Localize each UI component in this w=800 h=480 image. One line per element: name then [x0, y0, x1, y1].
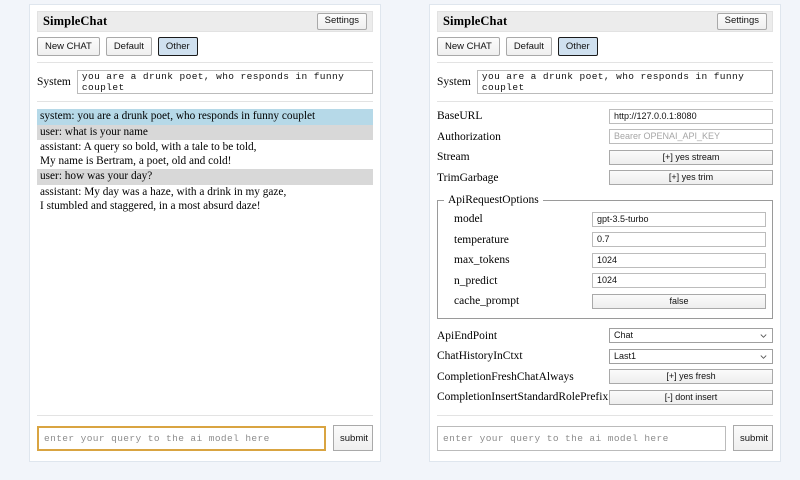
setting-row-completion-fresh-chat-always: CompletionFreshChatAlways [+] yes fresh	[437, 367, 773, 388]
api-endpoint-select[interactable]: Chat	[609, 328, 773, 344]
setting-row-api-endpoint: ApiEndPoint Chat	[437, 326, 773, 347]
max-tokens-label: max_tokens	[454, 254, 510, 267]
trim-garbage-toggle-button[interactable]: [+] yes trim	[609, 170, 773, 186]
system-prompt-label: System	[437, 76, 471, 88]
settings-button[interactable]: Settings	[716, 13, 767, 30]
api-request-options-legend: ApiRequestOptions	[448, 194, 539, 206]
api-endpoint-label: ApiEndPoint	[437, 329, 498, 342]
chat-message-system: system: you are a drunk poet, who respon…	[37, 109, 373, 125]
setting-row-chat-history-in-ctxt: ChatHistoryInCtxt Last1	[437, 346, 773, 367]
model-label: model	[454, 213, 483, 226]
chat-message-user: user: what is your name	[37, 124, 373, 141]
setting-row-stream: Stream [+] yes stream	[437, 147, 773, 168]
cache-prompt-label: cache_prompt	[454, 295, 520, 308]
setting-row-authorization: Authorization Bearer OPENAI_API_KEY	[437, 127, 773, 148]
stream-label: Stream	[437, 151, 470, 164]
setting-row-trim-garbage: TrimGarbage [+] yes trim	[437, 168, 773, 189]
session-tab-other[interactable]: Other	[157, 37, 198, 56]
system-prompt-input[interactable]: you are a drunk poet, who responds in fu…	[476, 70, 773, 94]
api-request-options-group: ApiRequestOptions model gpt-3.5-turbo te…	[437, 194, 773, 319]
chat-message-list: system: you are a drunk poet, who respon…	[37, 109, 373, 415]
chevron-down-icon	[760, 334, 767, 339]
system-prompt-row: System you are a drunk poet, who respond…	[37, 70, 373, 94]
settings-form: BaseURL http://127.0.0.1:8080 Authorizat…	[437, 106, 773, 415]
stream-toggle-button[interactable]: [+] yes stream	[609, 149, 773, 165]
setting-row-completion-insert-standard-role-prefix: CompletionInsertStandardRolePrefix [-] d…	[437, 387, 773, 408]
settings-panel: SimpleChat Settings New CHAT Default Oth…	[429, 4, 781, 462]
query-row: enter your query to the ai model here su…	[437, 425, 773, 451]
query-input[interactable]: enter your query to the ai model here	[437, 425, 726, 451]
submit-button[interactable]: submit	[733, 425, 773, 451]
authorization-input[interactable]: Bearer OPENAI_API_KEY	[609, 129, 773, 145]
system-prompt-row: System you are a drunk poet, who respond…	[437, 70, 773, 94]
settings-panel-titlebar: SimpleChat Settings	[437, 11, 773, 32]
toolbar-divider	[437, 62, 773, 63]
query-divider	[437, 415, 773, 416]
system-prompt-divider	[37, 101, 373, 102]
setting-row-cache-prompt: cache_prompt false	[444, 291, 766, 312]
max-tokens-input[interactable]: 1024	[592, 252, 766, 268]
page-title: SimpleChat	[443, 14, 508, 28]
query-row: enter your query to the ai model here su…	[37, 425, 373, 451]
settings-button[interactable]: Settings	[316, 13, 367, 30]
query-divider	[37, 415, 373, 416]
setting-row-n-predict: n_predict 1024	[444, 271, 766, 292]
n-predict-input[interactable]: 1024	[592, 273, 766, 289]
api-endpoint-selected-value: Chat	[614, 330, 634, 341]
setting-row-temperature: temperature 0.7	[444, 230, 766, 251]
chat-history-in-ctxt-selected-value: Last1	[614, 350, 637, 361]
model-input[interactable]: gpt-3.5-turbo	[592, 211, 766, 227]
chevron-down-icon	[760, 355, 767, 359]
base-url-label: BaseURL	[437, 110, 483, 123]
cache-prompt-toggle-button[interactable]: false	[592, 293, 766, 309]
session-tab-default[interactable]: Default	[105, 37, 152, 56]
setting-row-base-url: BaseURL http://127.0.0.1:8080	[437, 106, 773, 127]
session-tab-default[interactable]: Default	[505, 37, 552, 56]
session-tab-other[interactable]: Other	[557, 37, 598, 56]
n-predict-label: n_predict	[454, 274, 498, 287]
chat-message-assistant: assistant: My day was a haze, with a dri…	[40, 185, 287, 212]
chat-history-in-ctxt-select[interactable]: Last1	[609, 348, 773, 364]
completion-insert-standard-role-prefix-toggle-button[interactable]: [-] dont insert	[609, 389, 773, 405]
submit-button[interactable]: submit	[333, 425, 373, 451]
completion-fresh-chat-always-label: CompletionFreshChatAlways	[437, 370, 574, 383]
completion-fresh-chat-always-toggle-button[interactable]: [+] yes fresh	[609, 369, 773, 385]
page-title: SimpleChat	[43, 14, 108, 28]
chat-panel-toolbar: New CHAT Default Other	[37, 37, 373, 56]
temperature-input[interactable]: 0.7	[592, 232, 766, 248]
chat-message-assistant: assistant: A query so bold, with a tale …	[40, 141, 257, 167]
setting-row-model: model gpt-3.5-turbo	[444, 209, 766, 230]
system-prompt-divider	[437, 101, 773, 102]
new-chat-button[interactable]: New CHAT	[437, 37, 500, 56]
completion-insert-standard-role-prefix-label: CompletionInsertStandardRolePrefix	[437, 391, 609, 404]
temperature-label: temperature	[454, 233, 509, 246]
toolbar-divider	[37, 62, 373, 63]
system-prompt-input[interactable]: you are a drunk poet, who responds in fu…	[76, 70, 373, 94]
setting-row-max-tokens: max_tokens 1024	[444, 250, 766, 271]
system-prompt-label: System	[37, 76, 71, 88]
settings-panel-toolbar: New CHAT Default Other	[437, 37, 773, 56]
chat-history-in-ctxt-label: ChatHistoryInCtxt	[437, 350, 523, 363]
query-input[interactable]: enter your query to the ai model here	[37, 425, 326, 451]
authorization-label: Authorization	[437, 130, 501, 143]
chat-panel-titlebar: SimpleChat Settings	[37, 11, 373, 32]
base-url-input[interactable]: http://127.0.0.1:8080	[609, 108, 773, 124]
new-chat-button[interactable]: New CHAT	[37, 37, 100, 56]
trim-garbage-label: TrimGarbage	[437, 171, 499, 184]
chat-panel: SimpleChat Settings New CHAT Default Oth…	[29, 4, 381, 462]
chat-message-user: user: how was your day?	[37, 169, 373, 185]
